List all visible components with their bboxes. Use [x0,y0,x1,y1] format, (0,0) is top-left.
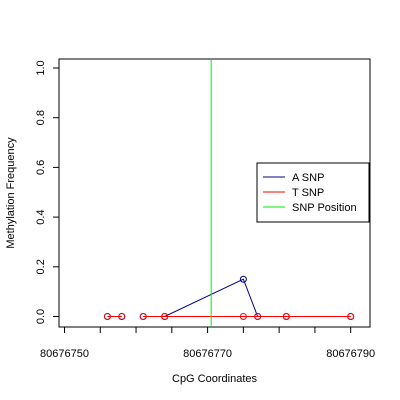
x-tick-label: 80676770 [183,348,232,360]
y-tick-label: 0.0 [35,309,47,324]
a-snp-point [239,275,247,283]
y-tick-label: 0.6 [35,160,47,175]
y-tick-label: 0.2 [35,259,47,274]
y-tick-label: 1.0 [35,60,47,75]
t-snp-point [161,313,169,320]
y-tick-label: 0.8 [35,110,47,125]
t-snp-point [103,313,111,320]
t-snp-point [254,313,262,320]
t-snp-point [139,313,147,320]
y-tick-label: 0.4 [35,209,47,224]
x-tick-label: 80676790 [326,348,375,360]
legend-label: T SNP [292,187,324,199]
x-axis: 80676750 80676770 80676790 [40,326,375,360]
legend-label: A SNP [292,172,324,184]
t-snp-point [282,313,290,320]
chart-marks [103,59,355,327]
legend-label: SNP Position [292,202,357,214]
t-snp-point [347,313,355,320]
x-axis-label: CpG Coordinates [172,373,257,385]
t-snp-point [239,313,247,320]
legend: A SNP T SNP SNP Position [256,162,370,223]
x-tick-label: 80676750 [40,348,89,360]
t-snp-point [118,313,126,320]
y-axis: 0.0 0.2 0.4 0.6 0.8 1.0 [35,60,60,324]
y-axis-label: Methylation Frequency [5,137,17,249]
